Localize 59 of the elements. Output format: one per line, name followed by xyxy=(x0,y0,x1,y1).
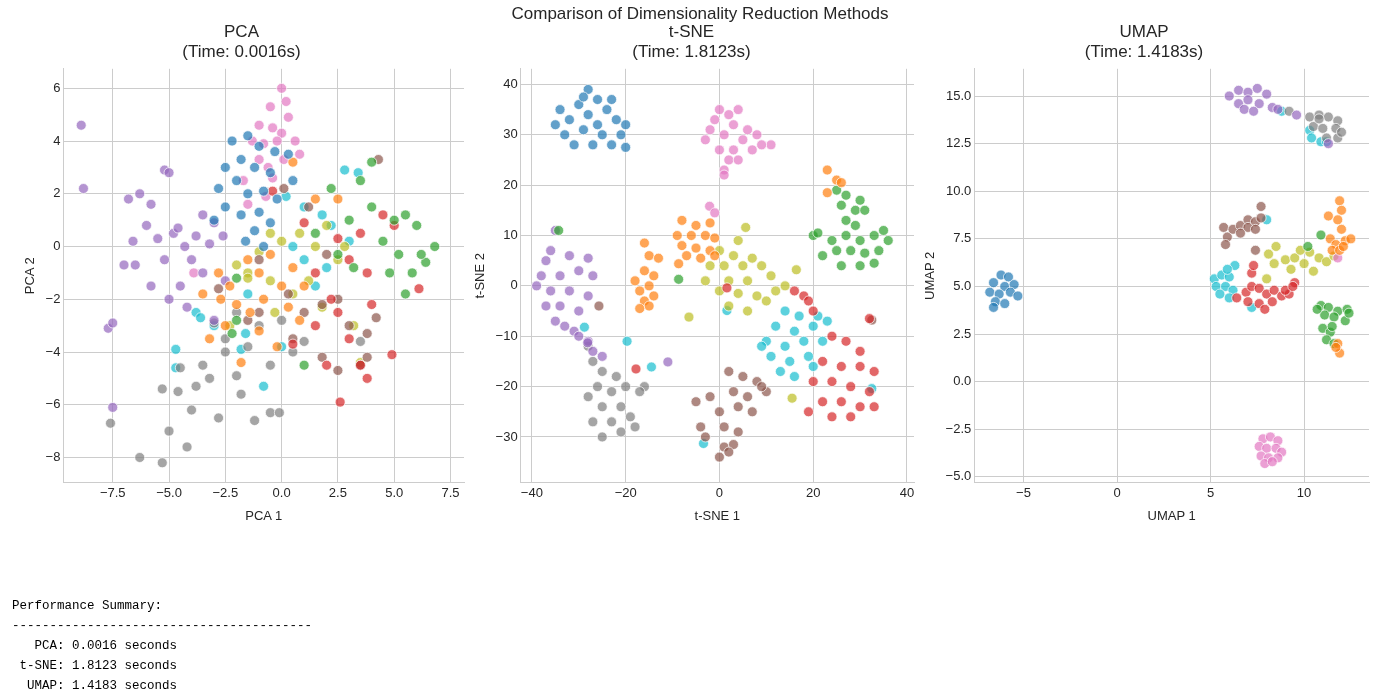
y-tick-label: 0.0 xyxy=(953,373,972,389)
text: Comparison of Dimensionality Reduction Methods xyxy=(511,4,889,23)
x-axis-title: t-SNE 1 xyxy=(694,507,741,523)
x-tick-label: 5 xyxy=(1206,485,1215,501)
y-axis-title: UMAP 2 xyxy=(922,251,938,300)
y-axis-title: t-SNE 2 xyxy=(472,253,488,299)
y-tick-label: 10 xyxy=(503,227,518,243)
x-tick-label: 20 xyxy=(805,485,821,501)
chart-title: t-SNE xyxy=(668,21,715,41)
text: PCA: 0.0016 seconds xyxy=(34,639,178,653)
text: UMAP: 1.4183 seconds xyxy=(27,679,178,693)
x-tick-label: −40 xyxy=(520,485,543,501)
y-tick-label: −10 xyxy=(495,327,518,343)
y-tick-label: 12.5 xyxy=(945,135,972,151)
y-tick-label: −4 xyxy=(45,343,61,359)
y-tick-label: −5.0 xyxy=(945,468,972,484)
x-tick-label: −5.0 xyxy=(156,485,182,501)
y-tick-label: −2 xyxy=(45,290,61,306)
chart-subtitle: (Time: 0.0016s) xyxy=(182,42,301,62)
y-tick-label: 7.5 xyxy=(953,230,972,246)
x-tick-label: −2.5 xyxy=(212,485,239,501)
y-tick-label: −20 xyxy=(495,378,518,394)
x-tick-label: −5 xyxy=(1016,485,1031,501)
x-tick-label: 5.0 xyxy=(385,485,404,501)
y-tick-label: 6 xyxy=(53,79,61,95)
chart-subtitle: (Time: 1.8123s) xyxy=(632,42,751,62)
x-tick-label: 2.5 xyxy=(328,485,347,501)
y-tick-label: 15.0 xyxy=(945,87,972,103)
y-tick-label: 4 xyxy=(53,132,61,148)
y-tick-label: 0 xyxy=(53,238,61,254)
x-tick-label: 0 xyxy=(1113,485,1121,501)
chart-subtitle: (Time: 1.4183s) xyxy=(1084,42,1204,62)
y-tick-label: −2.5 xyxy=(945,420,972,436)
y-tick-label: 30 xyxy=(503,126,518,142)
x-axis-title: UMAP 1 xyxy=(1147,507,1196,523)
x-tick-label: 40 xyxy=(899,485,915,501)
x-tick-label: 10 xyxy=(1296,485,1312,501)
y-tick-label: 5.0 xyxy=(953,278,972,294)
x-axis-title: PCA 1 xyxy=(245,507,283,523)
y-tick-label: −6 xyxy=(45,396,61,412)
y-tick-label: 10.0 xyxy=(945,182,972,198)
y-tick-label: 2.5 xyxy=(953,325,972,341)
x-tick-label: 0.0 xyxy=(272,485,291,501)
x-tick-label: −7.5 xyxy=(99,485,126,501)
text: Performance Summary: xyxy=(12,599,163,613)
text: ---------------------------------------- xyxy=(12,619,313,633)
y-tick-label: −30 xyxy=(495,428,518,444)
y-tick-label: 2 xyxy=(53,185,61,201)
y-axis-title: PCA 2 xyxy=(22,257,38,295)
y-tick-label: 0 xyxy=(510,277,518,293)
y-tick-label: 20 xyxy=(503,176,518,192)
x-tick-label: −20 xyxy=(614,485,637,501)
chart-title: PCA xyxy=(224,21,260,41)
text: t-SNE: 1.8123 seconds xyxy=(19,659,178,673)
y-tick-label: 40 xyxy=(503,75,518,91)
x-tick-label: 7.5 xyxy=(441,485,460,501)
chart-title: UMAP xyxy=(1119,21,1169,41)
y-tick-label: −8 xyxy=(45,449,61,465)
x-tick-label: 0 xyxy=(715,485,724,501)
